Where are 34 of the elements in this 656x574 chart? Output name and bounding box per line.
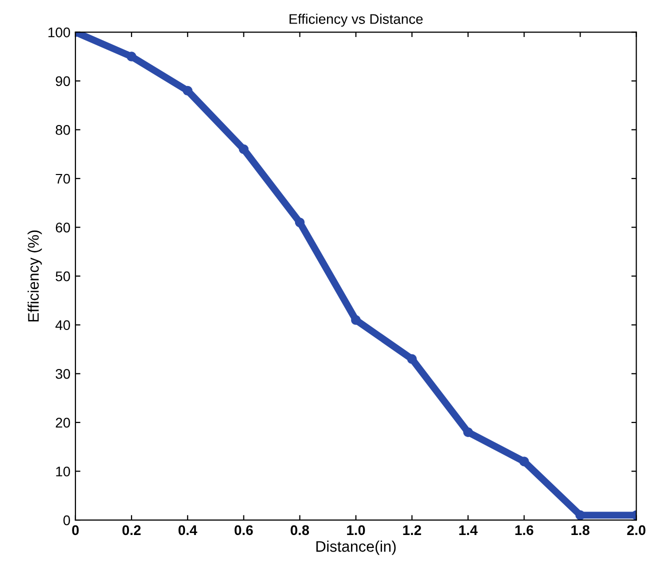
point: [519, 456, 530, 466]
point: [575, 510, 586, 520]
point: [463, 427, 473, 438]
x-axis-title: Distance(in): [316, 540, 396, 555]
point: [182, 86, 192, 96]
x-tick-label: 1.0: [347, 525, 365, 536]
x-tick-label: 1.4: [459, 525, 478, 535]
x-tick-label: 1.6: [515, 525, 534, 536]
point: [126, 52, 136, 62]
point: [294, 218, 305, 228]
point: [351, 315, 361, 325]
point: [407, 354, 417, 364]
point: [238, 144, 249, 154]
x-tick-label: 0: [72, 525, 79, 536]
x-tick-label: 0.2: [122, 525, 141, 536]
y-tick-label: 90: [56, 76, 70, 86]
y-tick-label: 100: [48, 27, 70, 38]
x-tick-label: 1.8: [571, 525, 590, 536]
x-tick-label: 0.6: [234, 525, 253, 536]
x-tick-label: 0.8: [290, 525, 310, 536]
y-tick-label: 60: [56, 222, 70, 232]
y-tick-label: 40: [55, 320, 70, 330]
y-tick-label: 20: [56, 418, 70, 428]
y-axis-title: Efficiency (%): [28, 230, 42, 322]
y-tick-label: 80: [56, 125, 70, 135]
x-tick-label: 0.4: [178, 525, 198, 536]
y-tick-label: 50: [56, 271, 70, 282]
y-tick-label: 10: [56, 466, 70, 476]
chart-title: Efficiency vs Distance: [290, 14, 423, 27]
x-tick-label: 1.2: [403, 525, 422, 535]
y-tick-label: 70: [56, 174, 70, 184]
x-tick-label: 2.0: [627, 525, 646, 536]
y-tick-label: 30: [56, 369, 70, 379]
y-tick-label: 0: [63, 515, 70, 526]
